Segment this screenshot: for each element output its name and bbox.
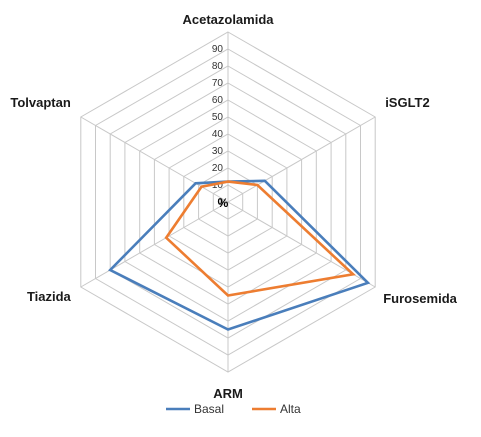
category-label: Acetazolamida	[182, 12, 274, 27]
tick-label: 0	[217, 197, 223, 208]
tick-label: 90	[212, 44, 224, 55]
legend-label: Basal	[194, 402, 224, 416]
category-label: Tolvaptan	[10, 95, 70, 110]
tick-label: 70	[212, 78, 224, 89]
legend-label: Alta	[280, 402, 301, 416]
radar-spoke	[227, 116, 376, 203]
tick-label: 40	[212, 129, 224, 140]
category-labels: Acetazolamida iSGLT2 Furosemida ARM Tiazida T…	[10, 12, 457, 401]
tick-label: 10	[212, 180, 224, 191]
category-label: Tiazida	[27, 289, 72, 304]
series-line-alta	[164, 180, 356, 297]
category-label: iSGLT2	[385, 95, 430, 110]
radar-spoke	[80, 201, 229, 288]
tick-label: 50	[212, 112, 224, 123]
radar-spoke	[80, 116, 229, 203]
tick-label: 20	[212, 163, 224, 174]
tick-label: 30	[212, 146, 224, 157]
series-line-basal	[108, 179, 371, 331]
legend: Basal Alta	[166, 402, 301, 416]
radial-tick-labels: 0 10 20 30 40 50 60 70 80 90	[212, 44, 224, 208]
tick-label: 60	[212, 95, 224, 106]
center-unit-label: %	[218, 196, 229, 210]
series-lines	[108, 179, 371, 331]
category-label: ARM	[213, 386, 243, 401]
tick-label: 80	[212, 61, 224, 72]
category-label: Furosemida	[383, 291, 457, 306]
